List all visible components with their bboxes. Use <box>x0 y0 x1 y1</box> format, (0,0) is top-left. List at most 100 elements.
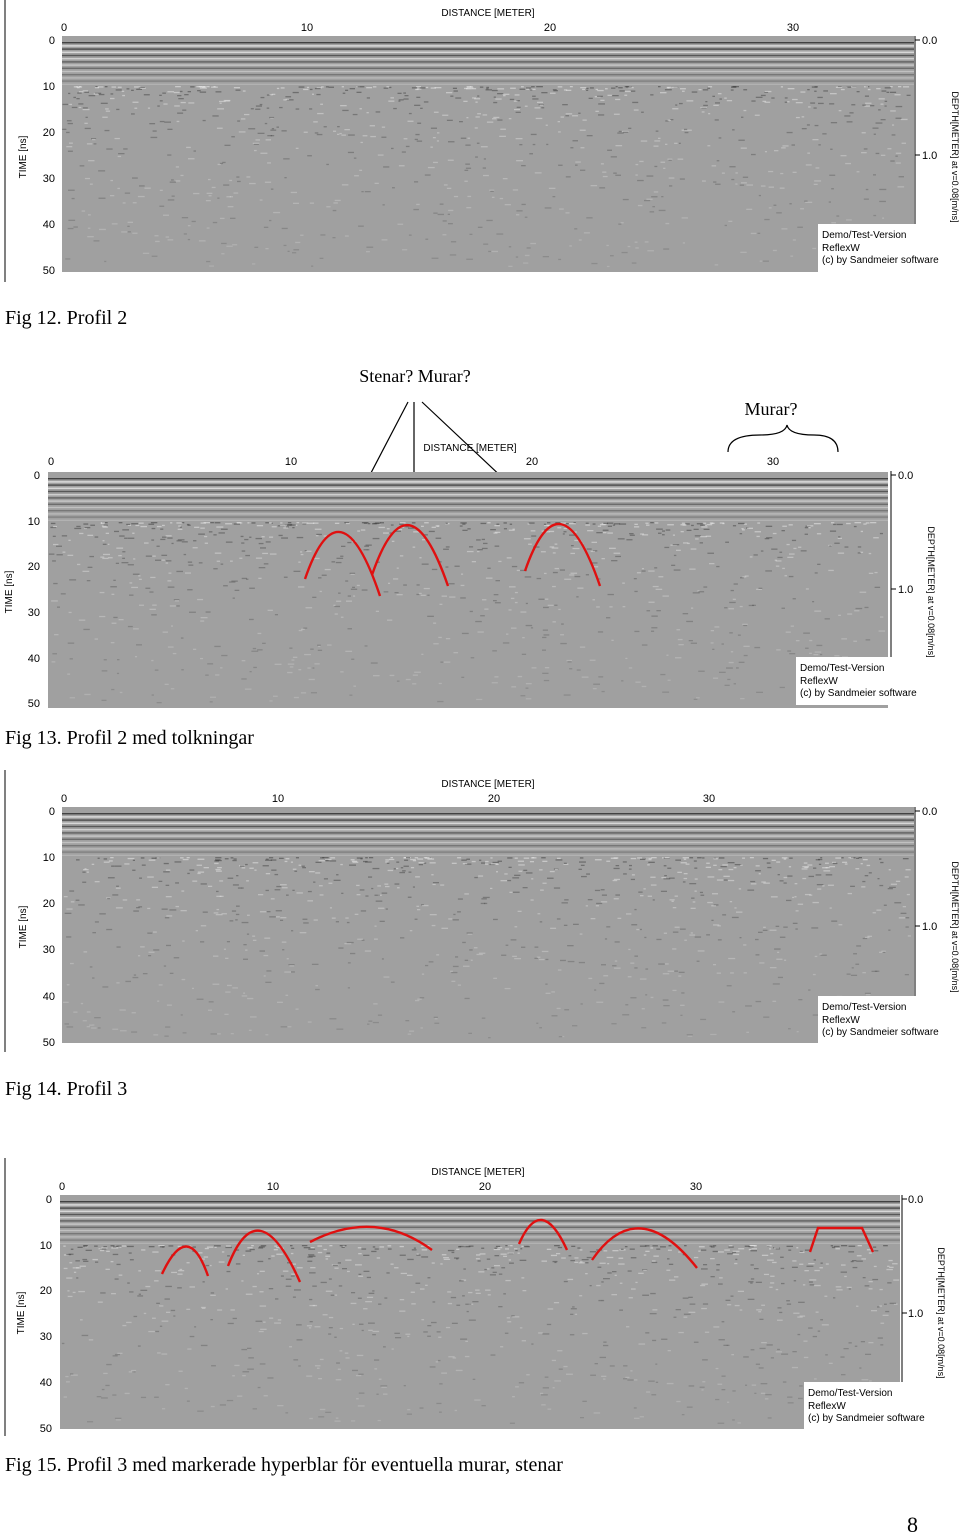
depth-axis-title: DEPTH[METER] at v=0.08[m/ns] <box>950 91 960 222</box>
y-tick: 20 <box>43 127 55 139</box>
y-tick-labels: 0 10 20 30 40 50 <box>40 1194 52 1435</box>
radargram-image <box>48 472 888 708</box>
y-tick: 50 <box>40 1423 52 1435</box>
svg-text:(c) by Sandmeier software: (c) by Sandmeier software <box>800 688 917 699</box>
depth-axis-title: DEPTH[METER] at v=0.08[m/ns] <box>926 526 936 657</box>
y-tick: 40 <box>43 219 55 231</box>
depth-tick: 1.0 <box>922 921 937 933</box>
x-tick: 30 <box>690 1181 702 1193</box>
hyperbola-mark <box>523 523 602 587</box>
x-tick: 0 <box>59 1181 65 1193</box>
hyperbola-mark <box>517 1218 569 1251</box>
hyperbola-mark <box>309 1225 433 1251</box>
depth-tick: 1.0 <box>908 1308 923 1320</box>
x-tick-labels: 0 10 20 30 <box>48 456 779 468</box>
watermark: Demo/Test-Version ReflexW (c) by Sandmei… <box>818 224 958 272</box>
radargram-profile-2-annotated: Stenar? Murar? Murar? DISTANCE [METER] 0… <box>4 366 936 710</box>
x-tick: 20 <box>526 456 538 468</box>
x-tick: 0 <box>48 456 54 468</box>
hyperbola-mark <box>303 530 382 597</box>
x-tick: 30 <box>787 22 799 34</box>
radargram-texture <box>48 478 888 704</box>
hyperbola-mark <box>370 524 450 587</box>
svg-text:(c) by Sandmeier software: (c) by Sandmeier software <box>808 1413 925 1424</box>
radargram-texture <box>62 42 914 268</box>
y-tick: 50 <box>28 698 40 710</box>
y-tick: 0 <box>46 1194 52 1206</box>
y-tick: 40 <box>28 653 40 665</box>
hyperbola-mark <box>226 1229 302 1283</box>
x-tick: 30 <box>767 456 779 468</box>
svg-text:ReflexW: ReflexW <box>808 1401 846 1412</box>
watermark: Demo/Test-Version ReflexW (c) by Sandmei… <box>818 996 958 1044</box>
annotation-stones-walls: Stenar? Murar? <box>359 366 470 386</box>
y-tick: 0 <box>49 806 55 818</box>
hyperbola-markings <box>160 1218 875 1283</box>
x-tick: 0 <box>61 22 67 34</box>
depth-axis-title: DEPTH[METER] at v=0.08[m/ns] <box>950 861 960 992</box>
distance-axis-title: DISTANCE [METER] <box>441 8 534 19</box>
x-tick: 20 <box>479 1181 491 1193</box>
depth-axis-title: DEPTH[METER] at v=0.08[m/ns] <box>936 1247 946 1378</box>
depth-tick: 1.0 <box>922 150 937 162</box>
page-number: 8 <box>907 1512 918 1537</box>
distance-axis-title: DISTANCE [METER] <box>441 779 534 790</box>
x-tick: 10 <box>272 793 284 805</box>
radargram-texture <box>62 813 914 1039</box>
x-tick: 10 <box>285 456 297 468</box>
figure-caption: Fig 15. Profil 3 med markerade hyperblar… <box>5 1454 563 1476</box>
svg-text:Demo/Test-Version: Demo/Test-Version <box>808 1388 892 1399</box>
x-tick-labels: 0 10 20 30 <box>61 22 799 34</box>
y-tick-labels: 0 10 20 30 40 50 <box>43 806 55 1049</box>
y-tick-labels: 0 10 20 30 40 50 <box>28 470 40 710</box>
figure-caption: Fig 12. Profil 2 <box>5 307 128 329</box>
radargram-image <box>60 1195 900 1429</box>
hyperbola-mark <box>591 1227 698 1269</box>
depth-tick: 0.0 <box>898 470 913 482</box>
watermark: Demo/Test-Version ReflexW (c) by Sandmei… <box>796 657 936 705</box>
hyperbola-markings <box>303 523 602 597</box>
figure-15: DISTANCE [METER] 0 10 20 30 TIME [ns] 0 … <box>0 1158 960 1488</box>
y-tick-labels: 0 10 20 30 40 50 <box>43 35 55 277</box>
x-tick: 10 <box>301 22 313 34</box>
radargram-profile-2: DISTANCE [METER] 0 10 20 30 TIME [ns] 0 … <box>4 0 960 282</box>
time-axis-title: TIME [ns] <box>18 135 29 178</box>
y-tick: 0 <box>34 470 40 482</box>
radargram-image <box>62 36 914 272</box>
x-tick-labels: 0 10 20 30 <box>59 1181 702 1193</box>
svg-text:(c) by Sandmeier software: (c) by Sandmeier software <box>822 255 939 266</box>
annotation-walls: Murar? <box>745 399 798 419</box>
figure-caption: Fig 13. Profil 2 med tolkningar <box>5 727 254 749</box>
y-tick: 30 <box>43 944 55 956</box>
figure-14: DISTANCE [METER] 0 10 20 30 TIME [ns] 0 … <box>0 770 960 1110</box>
svg-text:ReflexW: ReflexW <box>822 243 860 254</box>
depth-tick: 1.0 <box>898 584 913 596</box>
y-tick: 10 <box>40 1240 52 1252</box>
y-tick: 20 <box>43 898 55 910</box>
watermark: Demo/Test-Version ReflexW (c) by Sandmei… <box>804 1382 944 1430</box>
radargram-profile-3-marked: DISTANCE [METER] 0 10 20 30 TIME [ns] 0 … <box>4 1158 946 1436</box>
time-axis-title: TIME [ns] <box>18 905 29 948</box>
depth-tick: 0.0 <box>908 1194 923 1206</box>
y-tick: 0 <box>49 35 55 47</box>
svg-text:Demo/Test-Version: Demo/Test-Version <box>822 1002 906 1013</box>
svg-text:ReflexW: ReflexW <box>800 676 838 687</box>
y-tick: 30 <box>40 1331 52 1343</box>
x-tick: 30 <box>703 793 715 805</box>
distance-axis-title: DISTANCE [METER] <box>431 1167 524 1178</box>
radargram-profile-3: DISTANCE [METER] 0 10 20 30 TIME [ns] 0 … <box>4 770 960 1052</box>
x-tick: 0 <box>61 793 67 805</box>
annotation-brace <box>727 424 839 453</box>
y-tick: 40 <box>40 1377 52 1389</box>
y-tick: 50 <box>43 1037 55 1049</box>
svg-text:ReflexW: ReflexW <box>822 1015 860 1026</box>
x-tick: 10 <box>267 1181 279 1193</box>
x-tick-labels: 0 10 20 30 <box>61 793 715 805</box>
x-tick: 20 <box>488 793 500 805</box>
y-tick: 10 <box>28 516 40 528</box>
y-tick: 40 <box>43 991 55 1003</box>
hyperbola-mark <box>160 1245 210 1277</box>
figure-12: DISTANCE [METER] 0 10 20 30 TIME [ns] 0 … <box>0 0 960 340</box>
time-axis-title: TIME [ns] <box>16 1291 27 1334</box>
time-axis-title: TIME [ns] <box>4 570 15 613</box>
